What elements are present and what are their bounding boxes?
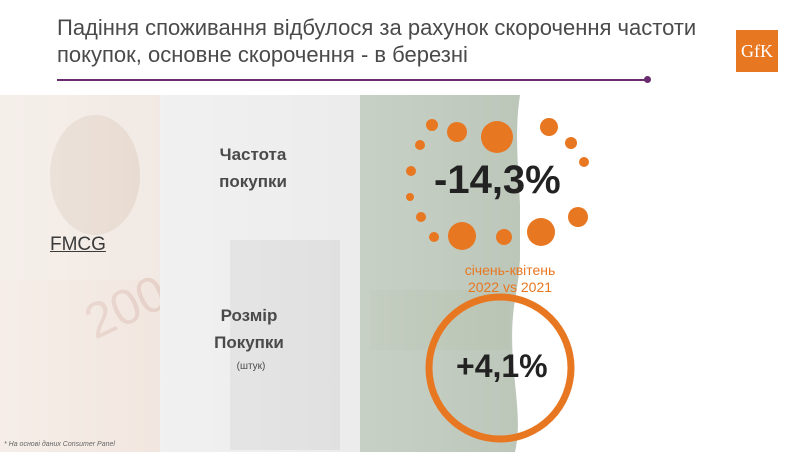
size-label: Розмір Покупки	[196, 302, 302, 356]
dot	[481, 121, 513, 153]
dot	[447, 122, 467, 142]
period-line2: 2022 vs 2021	[467, 279, 553, 295]
dot	[527, 218, 555, 246]
dot	[568, 207, 588, 227]
title-divider	[57, 79, 647, 81]
period-label: січень-квітень 2022 vs 2021	[440, 262, 580, 296]
dot	[429, 232, 439, 242]
dot	[496, 229, 512, 245]
section-label: FMCG	[50, 234, 106, 255]
dot	[406, 166, 416, 176]
dot	[415, 140, 425, 150]
page-title: Падіння споживання відбулося за рахунок …	[57, 15, 697, 67]
dot	[448, 222, 476, 250]
size-value: +4,1%	[456, 348, 548, 384]
size-label-line2: Покупки	[214, 333, 284, 352]
dot	[579, 157, 589, 167]
period-line1: січень-квітень	[464, 262, 556, 278]
frequency-label-line1: Частота	[219, 145, 287, 164]
dot	[406, 193, 414, 201]
size-unit: (штук)	[236, 361, 266, 372]
size-ring	[425, 293, 575, 443]
dot	[416, 212, 426, 222]
size-label-line1: Розмір	[220, 306, 278, 325]
scattered-dots	[406, 118, 589, 250]
frequency-label: Частота покупки	[200, 141, 306, 195]
gfk-logo: GfK	[736, 30, 778, 72]
footnote: * На основі даних Consumer Panel	[4, 441, 115, 448]
divider-dot	[644, 76, 651, 83]
dot	[426, 119, 438, 131]
dot	[565, 137, 577, 149]
dot	[540, 118, 558, 136]
frequency-label-line2: покупки	[219, 172, 287, 191]
frequency-value: -14,3%	[434, 158, 561, 202]
